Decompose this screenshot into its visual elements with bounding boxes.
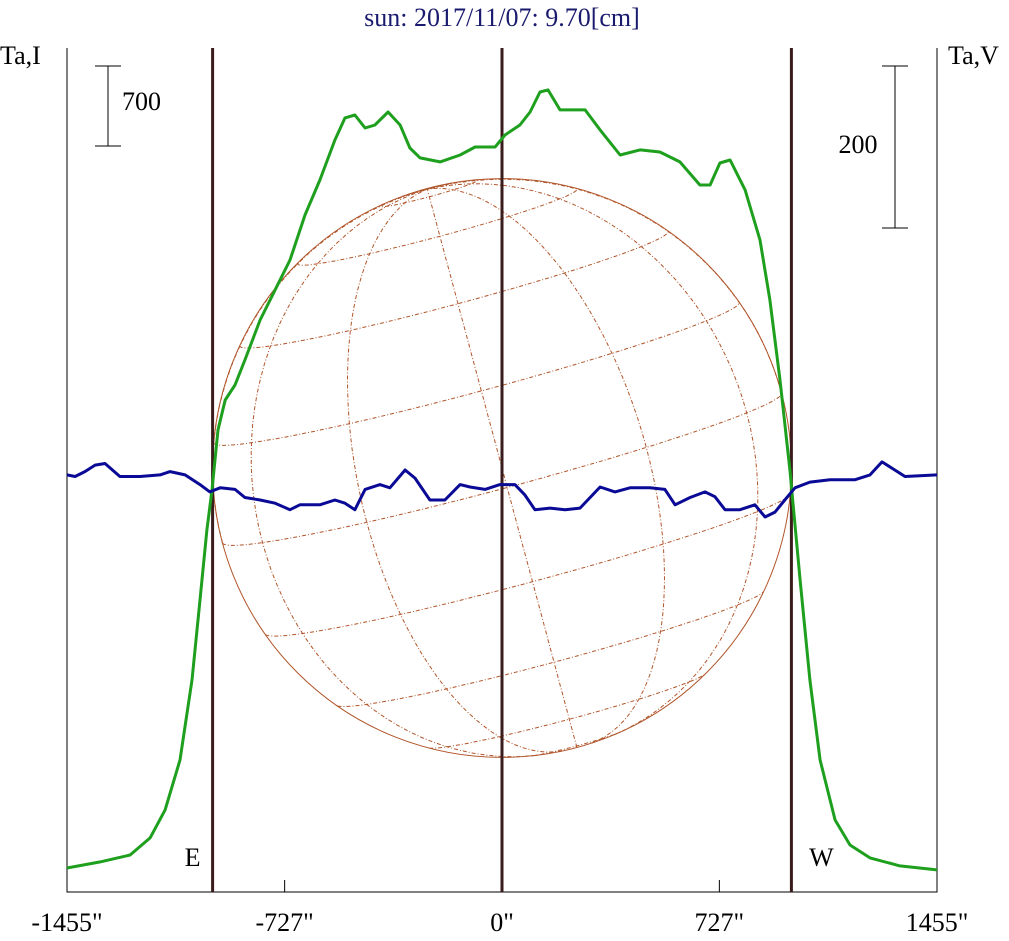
x-tick-label: 727" (695, 908, 745, 937)
grid-curve (265, 493, 791, 637)
x-tick-label: 0" (490, 908, 514, 937)
scale-bar (882, 65, 908, 229)
scale-bar-label: 700 (122, 87, 161, 116)
grid-curve (427, 186, 435, 190)
x-tick-label: -1455" (31, 908, 102, 937)
grid-curve (213, 302, 740, 446)
grid-curve (337, 591, 764, 707)
x-tick-label: 1455" (906, 908, 969, 937)
grid-curve (250, 188, 539, 758)
series-line (66, 88, 938, 872)
grid-curve (427, 183, 759, 736)
limb-label: E (185, 843, 201, 872)
sun-disk (212, 178, 792, 758)
grid-curve (239, 230, 669, 349)
y-axis-label: Ta,I (0, 41, 41, 70)
scale-bar-label: 200 (839, 130, 878, 159)
grid-curve (296, 187, 578, 266)
scale-bar (95, 65, 121, 147)
grid-curve (427, 187, 666, 744)
grid-curve (212, 188, 428, 544)
limb-label: W (809, 843, 834, 872)
y2-axis-label: Ta,V (948, 41, 999, 70)
x-tick-label: -727" (256, 908, 314, 937)
series-line (66, 460, 938, 519)
grid-curve (426, 188, 578, 748)
chart-title: sun: 2017/11/07: 9.70[cm] (364, 3, 640, 32)
grid-curve (346, 188, 563, 753)
